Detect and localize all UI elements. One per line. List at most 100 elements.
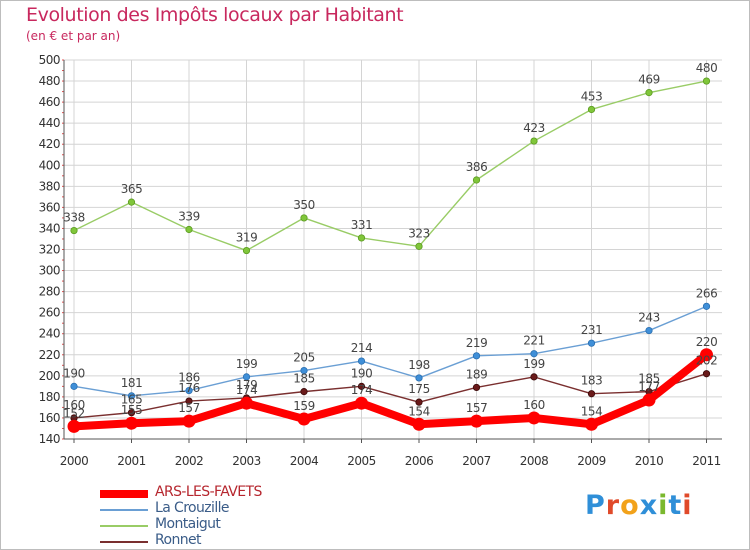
- data-point-ars-les-favets-2007: [470, 414, 483, 428]
- y-tick-label-160: 160: [39, 411, 60, 425]
- data-label-la-crouzille-2009: 231: [581, 323, 602, 337]
- data-label-montaigut-2001: 365: [121, 182, 142, 196]
- data-point-montaigut-2004: [300, 214, 308, 222]
- legend-label-ronnet: Ronnet: [155, 532, 202, 548]
- data-point-ars-les-favets-2004: [297, 412, 311, 426]
- x-tick-label-2004: 2004: [290, 454, 319, 468]
- data-point-ronnet-2011: [702, 370, 711, 378]
- x-tick-label-2002: 2002: [175, 454, 204, 468]
- data-point-la-crouzille-2001: [127, 392, 136, 400]
- x-tick-label-2010: 2010: [635, 454, 664, 468]
- y-tick-label-200: 200: [39, 369, 60, 383]
- data-label-ars-les-favets-2005: 174: [351, 383, 372, 397]
- data-label-ars-les-favets-2009: 154: [581, 404, 602, 418]
- data-label-ars-les-favets-2000: 152: [63, 406, 84, 420]
- x-tick-label-2000: 2000: [60, 454, 89, 468]
- data-label-montaigut-2011: 480: [696, 61, 717, 75]
- data-label-ars-les-favets-2008: 160: [523, 398, 544, 412]
- legend-swatch-la-crouzille: [100, 509, 148, 511]
- data-point-ars-les-favets-2006: [412, 417, 426, 431]
- y-tick-label-380: 380: [39, 179, 60, 193]
- y-tick-label-280: 280: [39, 285, 60, 299]
- data-label-montaigut-2002: 339: [178, 209, 199, 223]
- y-tick-label-340: 340: [39, 221, 60, 235]
- data-label-montaigut-2003: 319: [236, 231, 257, 245]
- series-line-montaigut: [73, 80, 707, 252]
- data-label-montaigut-2010: 469: [638, 73, 659, 87]
- data-point-ars-les-favets-2003: [240, 396, 253, 410]
- data-point-la-crouzille-2002: [185, 386, 193, 395]
- y-tick-label-360: 360: [39, 200, 60, 214]
- chart-subtitle: (en € et par an): [26, 29, 121, 43]
- data-point-la-crouzille-2004: [300, 366, 308, 375]
- x-tick-label-2008: 2008: [520, 454, 549, 468]
- legend-swatch-montaigut: [100, 525, 148, 527]
- data-point-ronnet-2006: [415, 398, 423, 406]
- data-label-la-crouzille-2010: 243: [638, 311, 659, 325]
- data-label-ars-les-favets-2007: 157: [466, 401, 487, 415]
- chart-title: Evolution des Impôts locaux par Habitant: [26, 4, 404, 26]
- data-point-la-crouzille-2003: [242, 373, 251, 381]
- data-label-la-crouzille-2007: 219: [466, 336, 487, 350]
- x-tick-label-2007: 2007: [462, 454, 491, 468]
- data-label-ronnet-2003: 179: [236, 378, 257, 392]
- data-label-la-crouzille-2002: 186: [178, 371, 199, 385]
- data-point-ars-les-favets-2011: [700, 348, 713, 362]
- data-point-montaigut-2011: [702, 77, 711, 85]
- y-tick-label-140: 140: [39, 432, 60, 446]
- data-label-la-crouzille-2004: 205: [293, 351, 314, 365]
- data-point-ars-les-favets-2005: [355, 396, 368, 410]
- x-tick-label-2011: 2011: [692, 454, 721, 468]
- legend-label-montaigut: Montaigut: [155, 516, 221, 532]
- data-point-montaigut-2001: [127, 198, 136, 206]
- data-label-la-crouzille-2006: 198: [408, 358, 429, 372]
- legend-label-la-crouzille: La Crouzille: [155, 500, 230, 516]
- logo-letter: t: [668, 490, 683, 521]
- x-tick-label-2005: 2005: [347, 454, 376, 468]
- data-label-ronnet-2005: 190: [351, 366, 372, 380]
- x-tick-label-2006: 2006: [405, 454, 434, 468]
- y-tick-label-260: 260: [39, 306, 60, 320]
- legend-swatch-ars-les-favets: [100, 490, 148, 498]
- legend-label-ars-les-favets: ARS-LES-FAVETS: [155, 484, 262, 500]
- y-tick-label-220: 220: [39, 348, 60, 362]
- data-point-ars-les-favets-2010: [642, 393, 656, 407]
- data-label-ronnet-2009: 183: [581, 374, 602, 388]
- y-tick-label-300: 300: [39, 264, 60, 278]
- series-line-la-crouzille: [73, 305, 707, 397]
- y-tick-label-500: 500: [39, 53, 60, 67]
- data-label-la-crouzille-2000: 190: [63, 366, 84, 380]
- data-label-ars-les-favets-2001: 155: [121, 403, 142, 417]
- data-label-ars-les-favets-2003: 174: [236, 383, 257, 397]
- data-point-ronnet-2001: [127, 409, 136, 417]
- y-tick-label-480: 480: [39, 74, 60, 88]
- data-point-ars-les-favets-2000: [67, 419, 81, 433]
- data-label-ronnet-2008: 199: [523, 357, 544, 371]
- data-label-ars-les-favets-2010: 177: [638, 380, 659, 394]
- data-point-montaigut-2009: [587, 105, 596, 114]
- data-point-ronnet-2008: [530, 373, 538, 381]
- data-label-montaigut-2009: 453: [581, 89, 602, 103]
- data-point-ars-les-favets-2002: [182, 414, 196, 428]
- y-tick-label-460: 460: [39, 95, 60, 109]
- data-point-la-crouzille-2011: [702, 302, 711, 310]
- data-point-montaigut-2002: [185, 225, 193, 234]
- series-line-ronnet: [73, 373, 707, 419]
- data-label-la-crouzille-2001: 181: [121, 376, 142, 390]
- data-point-ronnet-2009: [587, 390, 596, 398]
- data-point-la-crouzille-2008: [530, 350, 538, 358]
- logo-letter: r: [605, 490, 621, 521]
- data-point-ars-les-favets-2001: [125, 416, 138, 430]
- data-point-la-crouzille-2010: [645, 326, 653, 335]
- data-label-la-crouzille-2003: 199: [236, 357, 257, 371]
- data-label-montaigut-2007: 386: [466, 160, 487, 174]
- logo-letter: P: [585, 490, 606, 521]
- data-label-la-crouzille-2011: 266: [696, 286, 717, 300]
- y-tick-label-440: 440: [39, 116, 60, 130]
- data-point-ronnet-2004: [300, 388, 308, 396]
- data-point-la-crouzille-2005: [357, 357, 366, 365]
- data-label-ars-les-favets-2011: 220: [696, 335, 717, 349]
- data-label-ronnet-2002: 176: [178, 381, 199, 395]
